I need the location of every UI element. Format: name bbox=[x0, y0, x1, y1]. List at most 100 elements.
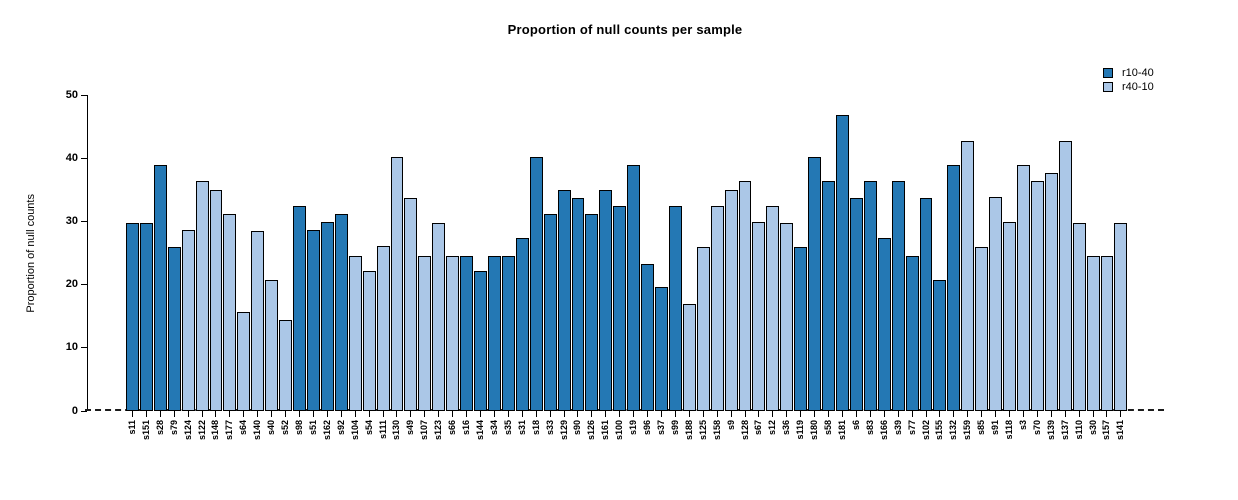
x-label-cell: s151 bbox=[140, 420, 153, 478]
x-tick-cell bbox=[196, 411, 209, 417]
x-label-cell: s58 bbox=[822, 420, 835, 478]
x-axis-label: s162 bbox=[321, 420, 332, 441]
x-axis-label: s122 bbox=[196, 420, 207, 441]
x-tick-mark bbox=[702, 411, 704, 417]
x-tick-mark bbox=[493, 411, 495, 417]
y-tick-label: 10 bbox=[65, 341, 78, 354]
x-label-cell: s110 bbox=[1073, 420, 1086, 478]
x-tick-mark bbox=[243, 411, 245, 417]
x-tick-cell bbox=[975, 411, 988, 417]
x-axis-label: s100 bbox=[614, 420, 625, 441]
x-axis-label: s132 bbox=[948, 420, 959, 441]
x-axis-label: s111 bbox=[377, 420, 388, 440]
bar bbox=[933, 280, 947, 411]
x-tick-cell bbox=[892, 411, 905, 417]
x-axis-label: s16 bbox=[461, 420, 472, 436]
x-tick-mark bbox=[1022, 411, 1024, 417]
legend-item-r40-10: r40-10 bbox=[1103, 80, 1154, 94]
y-tick-mark bbox=[81, 220, 87, 222]
x-tick-cell bbox=[878, 411, 891, 417]
x-tick-mark bbox=[1120, 411, 1122, 417]
x-axis-label: s155 bbox=[934, 420, 945, 441]
x-axis-label: s188 bbox=[683, 420, 694, 441]
bar bbox=[418, 256, 432, 411]
bar bbox=[487, 256, 501, 411]
x-label-cell: s28 bbox=[154, 420, 167, 478]
x-tick-cell bbox=[572, 411, 585, 417]
x-axis-label: s51 bbox=[307, 420, 318, 436]
x-tick-cell bbox=[391, 411, 404, 417]
bar bbox=[975, 247, 989, 411]
x-axis-label: s124 bbox=[182, 420, 193, 441]
x-tick-mark bbox=[883, 411, 885, 417]
x-tick-cell bbox=[377, 411, 390, 417]
x-tick-cell bbox=[1114, 411, 1127, 417]
x-label-cell: s77 bbox=[906, 420, 919, 478]
bar bbox=[1030, 181, 1044, 411]
x-label-cell: s104 bbox=[349, 420, 362, 478]
bar bbox=[849, 198, 863, 411]
x-label-cell: s102 bbox=[920, 420, 933, 478]
y-tick-mark bbox=[81, 157, 87, 159]
x-tick-cell bbox=[752, 411, 765, 417]
x-tick-mark bbox=[800, 411, 802, 417]
y-tick-label: 40 bbox=[65, 151, 78, 164]
x-tick-mark bbox=[869, 411, 871, 417]
x-tick-cell bbox=[474, 411, 487, 417]
x-tick-mark bbox=[591, 411, 593, 417]
x-axis-label: s36 bbox=[781, 420, 792, 436]
x-tick-mark bbox=[326, 411, 328, 417]
x-axis-label: s96 bbox=[642, 420, 653, 436]
x-tick-mark bbox=[187, 411, 189, 417]
x-label-cell: s180 bbox=[808, 420, 821, 478]
x-tick-mark bbox=[855, 411, 857, 417]
x-tick-mark bbox=[939, 411, 941, 417]
x-axis-label: s159 bbox=[962, 420, 973, 441]
x-tick-cell bbox=[1003, 411, 1016, 417]
x-tick-mark bbox=[647, 411, 649, 417]
x-label-cell: s67 bbox=[752, 420, 765, 478]
x-axis-label: s110 bbox=[1073, 420, 1084, 440]
x-label-cell: s162 bbox=[321, 420, 334, 478]
bar bbox=[515, 238, 529, 411]
x-label-cell: s155 bbox=[933, 420, 946, 478]
x-tick-cell bbox=[711, 411, 724, 417]
bar bbox=[293, 206, 306, 411]
x-axis-label: s3 bbox=[1017, 420, 1028, 431]
legend-item-r10-40: r10-40 bbox=[1103, 66, 1154, 80]
x-tick-mark bbox=[828, 411, 830, 417]
bar bbox=[891, 181, 905, 411]
x-tick-cell bbox=[669, 411, 682, 417]
y-axis-line bbox=[87, 95, 88, 411]
x-axis-label: s30 bbox=[1087, 420, 1098, 436]
x-tick-cell bbox=[516, 411, 529, 417]
bar bbox=[265, 280, 279, 411]
x-tick-cell bbox=[502, 411, 515, 417]
bar bbox=[682, 304, 696, 411]
x-label-cell: s40 bbox=[265, 420, 278, 478]
x-tick-cell bbox=[460, 411, 473, 417]
bar bbox=[529, 157, 543, 411]
x-tick-mark bbox=[897, 411, 899, 417]
x-axis-label: s91 bbox=[990, 420, 1001, 436]
x-tick-mark bbox=[201, 411, 203, 417]
x-tick-cell bbox=[265, 411, 278, 417]
x-axis-label: s37 bbox=[655, 420, 666, 436]
x-tick-cell bbox=[683, 411, 696, 417]
x-label-cell: s39 bbox=[892, 420, 905, 478]
x-label-cell: s100 bbox=[613, 420, 626, 478]
x-label-cell: s123 bbox=[432, 420, 445, 478]
x-label-cell: s177 bbox=[223, 420, 236, 478]
bar bbox=[752, 222, 766, 411]
x-tick-cell bbox=[989, 411, 1002, 417]
x-label-cell: s98 bbox=[293, 420, 306, 478]
x-label-cell: s83 bbox=[864, 420, 877, 478]
x-tick-cell bbox=[307, 411, 320, 417]
x-axis-label: s129 bbox=[558, 420, 569, 441]
x-tick-mark bbox=[215, 411, 217, 417]
x-axis-label: s31 bbox=[516, 420, 527, 436]
x-tick-cell bbox=[446, 411, 459, 417]
x-axis-label: s123 bbox=[433, 420, 444, 441]
x-tick-mark bbox=[312, 411, 314, 417]
x-tick-cell bbox=[404, 411, 417, 417]
